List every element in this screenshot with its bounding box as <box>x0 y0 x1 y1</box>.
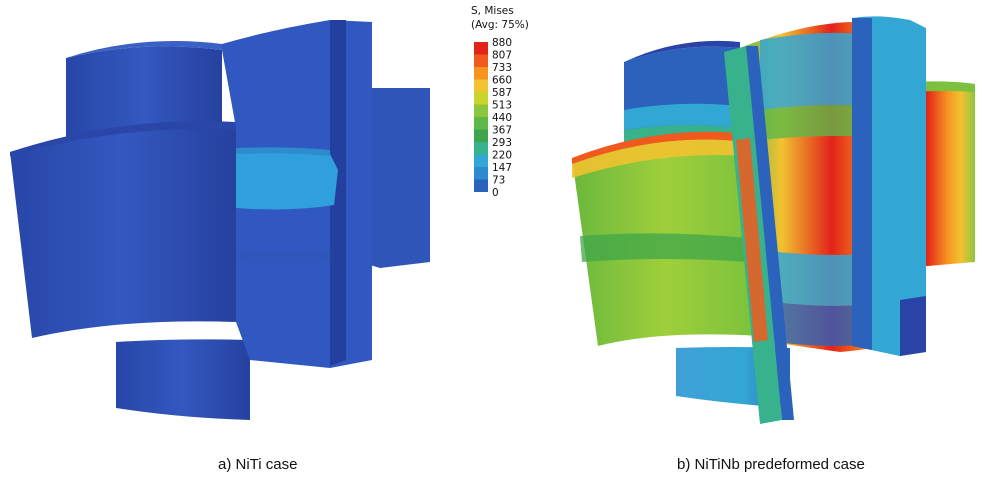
niti-stress-band <box>236 151 338 210</box>
legend-value-label: 660 <box>492 75 512 87</box>
legend-swatch <box>474 104 488 117</box>
niti-right-flange <box>360 88 430 268</box>
legend-swatch <box>474 142 488 155</box>
nitinb-model <box>572 16 975 424</box>
niti-main-cylinder-top <box>10 121 236 156</box>
legend-swatch <box>474 79 488 92</box>
caption-nitinb: b) NiTiNb predeformed case <box>677 456 865 473</box>
niti-model <box>10 20 430 420</box>
legend-swatch <box>474 54 488 67</box>
legend-value-label: 293 <box>492 137 512 149</box>
legend-swatch <box>474 154 488 167</box>
caption-niti: a) NiTi case <box>218 456 298 473</box>
legend-value-label: 440 <box>492 112 512 124</box>
nitinb-top-cap <box>624 40 740 62</box>
legend-value-label: 807 <box>492 50 512 62</box>
legend-value-label: 220 <box>492 150 512 162</box>
legend-value-label: 367 <box>492 125 512 137</box>
legend-swatches <box>474 42 488 192</box>
legend-value-label: 733 <box>492 62 512 74</box>
niti-top-cylinder-cap <box>66 41 222 58</box>
legend-value-label: 73 <box>492 175 505 187</box>
legend-swatch <box>474 67 488 80</box>
stress-legend: S, Mises (Avg: 75%) 88080773366058751344… <box>471 5 529 199</box>
niti-bottom-cylinder <box>116 339 250 420</box>
legend-value-label: 587 <box>492 87 512 99</box>
legend-value-label: 880 <box>492 37 512 49</box>
legend-value-label: 0 <box>492 187 499 199</box>
niti-cut-slab-edge <box>330 20 346 366</box>
niti-main-cylinder <box>10 127 236 338</box>
legend-swatch <box>474 179 488 192</box>
nitinb-main-cylinder-top <box>572 131 746 164</box>
legend-swatch <box>474 129 488 142</box>
niti-stress-band-edge <box>236 147 330 156</box>
legend-title-line2: (Avg: 75%) <box>471 19 529 31</box>
legend-value-label: 147 <box>492 162 512 174</box>
legend-swatch <box>474 92 488 105</box>
legend-title-line1: S, Mises <box>471 5 514 17</box>
legend-swatch <box>474 42 488 55</box>
legend-swatch <box>474 167 488 180</box>
legend-value-label: 513 <box>492 100 512 112</box>
legend-swatch <box>474 117 488 130</box>
